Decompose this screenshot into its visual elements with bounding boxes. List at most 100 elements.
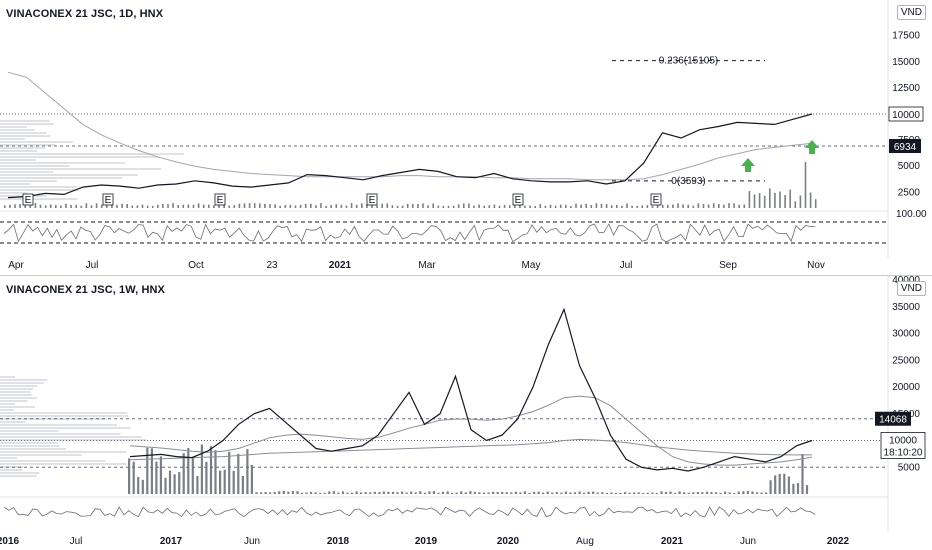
volume-bar xyxy=(636,205,638,208)
volume-profile-bar xyxy=(0,394,32,396)
volume-bar xyxy=(248,203,251,208)
x-axis-tick: 2022 xyxy=(827,536,850,547)
volume-profile-bar xyxy=(0,141,73,143)
volume-bar xyxy=(774,192,776,208)
volume-bar xyxy=(804,162,807,208)
volume-bar xyxy=(631,205,633,208)
volume-bar xyxy=(9,204,11,208)
volume-bar xyxy=(783,473,786,494)
weekly-chart-pane[interactable]: 5000100001500020000250003000035000400001… xyxy=(0,276,932,550)
volume-bar xyxy=(763,195,766,208)
earnings-marker xyxy=(650,193,662,206)
volume-bar xyxy=(361,203,363,208)
volume-bar xyxy=(208,204,210,208)
volume-bar xyxy=(164,477,167,494)
volume-profile-bar xyxy=(0,457,17,459)
volume-bar xyxy=(391,205,394,208)
level-price-tag-label: 6934 xyxy=(894,142,917,153)
daily-chart-canvas[interactable]: 0.236(15105)0(3593)EEEEEE100.00250050007… xyxy=(0,0,932,275)
daily-chart-title: VINACONEX 21 JSC, 1D, HNX xyxy=(6,8,164,20)
volume-bar xyxy=(537,491,540,494)
level-price-tag xyxy=(889,139,921,154)
volume-bar xyxy=(619,492,622,494)
volume-bar xyxy=(664,491,668,494)
volume-profile-bar xyxy=(0,189,79,191)
volume-bar xyxy=(633,492,636,494)
volume-profile-bar xyxy=(0,463,127,465)
volume-bar xyxy=(728,203,730,208)
volume-bar xyxy=(255,492,258,494)
volume-bar xyxy=(714,492,718,494)
volume-profile-bar xyxy=(0,475,37,477)
volume-bar xyxy=(428,491,431,494)
volume-bar xyxy=(769,480,772,494)
volume-bar xyxy=(197,203,200,208)
volume-bar xyxy=(65,203,67,208)
volume-bar xyxy=(794,201,797,208)
volume-bar xyxy=(386,203,389,208)
volume-bar xyxy=(243,203,246,208)
volume-bar xyxy=(289,204,292,208)
last-price-tag xyxy=(888,106,924,122)
volume-bar xyxy=(4,205,6,208)
y-axis-tick: 30000 xyxy=(892,329,920,340)
volume-bar xyxy=(325,206,327,208)
buy-signal-arrow-icon xyxy=(741,158,755,172)
volume-bar xyxy=(378,492,381,494)
volume-bar xyxy=(246,449,249,494)
volume-bar xyxy=(672,204,674,208)
volume-bar xyxy=(300,492,304,494)
volume-profile-bar xyxy=(0,436,142,438)
volume-profile-bar xyxy=(0,415,129,417)
volume-bar xyxy=(131,205,134,208)
volume-bar xyxy=(646,205,649,208)
volume-bar xyxy=(19,204,21,208)
y-axis-tick: 12500 xyxy=(892,83,920,94)
volume-bar xyxy=(350,203,353,208)
volume-bar xyxy=(705,491,709,494)
volume-bar xyxy=(366,204,368,208)
volume-bar xyxy=(187,204,190,208)
volume-bar xyxy=(646,492,649,494)
volume-profile-bar xyxy=(0,174,138,176)
volume-profile-bar xyxy=(0,177,123,179)
volume-bar xyxy=(328,491,331,494)
volume-bar xyxy=(146,447,149,494)
volume-bar xyxy=(182,204,185,208)
volume-bar xyxy=(774,475,777,494)
volume-bar xyxy=(90,205,93,208)
daily-currency-label[interactable]: VND xyxy=(896,5,926,20)
weekly-currency-label[interactable]: VND xyxy=(896,281,926,296)
volume-bar xyxy=(159,456,162,494)
earnings-marker-label: E xyxy=(25,195,32,206)
volume-bar xyxy=(223,203,225,208)
volume-bar xyxy=(241,476,244,494)
volume-bar xyxy=(162,204,164,208)
volume-bar xyxy=(136,205,139,208)
volume-bar xyxy=(554,205,557,208)
volume-bar xyxy=(642,493,645,494)
volume-bar xyxy=(737,491,740,494)
x-axis-tick: Jun xyxy=(740,536,756,547)
volume-bar xyxy=(294,205,297,208)
volume-bar xyxy=(473,205,475,208)
volume-bar xyxy=(75,204,77,208)
volume-bar xyxy=(601,492,604,494)
volume-bar xyxy=(544,205,547,208)
volume-bar xyxy=(621,205,623,208)
weekly-chart-canvas[interactable]: 5000100001500020000250003000035000400001… xyxy=(0,276,932,550)
volume-bar xyxy=(49,204,52,208)
volume-bar xyxy=(157,204,159,208)
volume-bar xyxy=(457,204,460,208)
fib-level-label: 0(3593) xyxy=(671,176,705,187)
volume-bar xyxy=(748,191,751,208)
volume-bar xyxy=(219,470,222,494)
volume-profile-bar xyxy=(0,132,47,134)
volume-bar xyxy=(789,189,791,208)
volume-bar xyxy=(196,476,199,494)
volume-profile-bar xyxy=(0,472,40,474)
volume-bar xyxy=(305,492,308,494)
volume-bar xyxy=(585,203,587,208)
volume-bar xyxy=(564,491,567,494)
daily-chart-pane[interactable]: 0.236(15105)0(3593)EEEEEE100.00250050007… xyxy=(0,0,932,276)
